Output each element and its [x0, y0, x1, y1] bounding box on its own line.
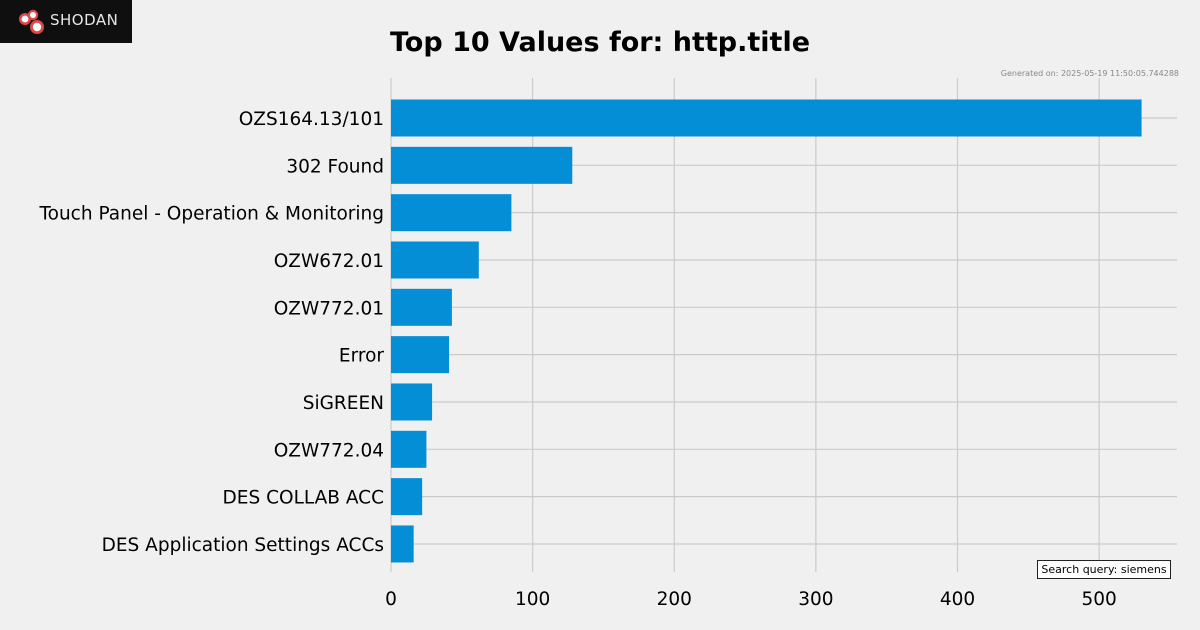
x-tick-label: 300 [798, 589, 833, 610]
bar [391, 194, 512, 232]
category-label: OZS164.13/101 [239, 109, 384, 130]
search-query-box: Search query: siemens [1037, 560, 1171, 579]
x-tick-labels: 0 100 200 300 400 500 [385, 589, 1117, 610]
category-label: SiGREEN [303, 393, 384, 414]
shodan-logo-icon [19, 9, 44, 34]
x-tick-label: 400 [940, 589, 975, 610]
logo-wordmark: SHODAN [50, 11, 119, 29]
category-labels: OZS164.13/101 302 Found Touch Panel - Oper… [38, 109, 384, 556]
bar [391, 430, 427, 468]
bar [391, 383, 433, 421]
category-label: Touch Panel - Operation & Monitoring [38, 204, 384, 225]
bar [391, 525, 414, 563]
bar [391, 288, 452, 326]
bar [391, 241, 479, 279]
bars [391, 99, 1142, 563]
x-tick-label: 200 [657, 589, 692, 610]
x-tick-label: 0 [385, 589, 397, 610]
category-label: 302 Found [286, 156, 384, 177]
x-tick-label: 100 [515, 589, 550, 610]
shodan-logo[interactable]: SHODAN [0, 0, 132, 43]
chart-title: Top 10 Values for: http.title [389, 27, 811, 58]
generated-timestamp: Generated on: 2025-05-19 11:50:05.744288 [1000, 69, 1179, 78]
category-label: DES COLLAB ACC [223, 488, 384, 509]
category-label: OZW772.04 [274, 440, 384, 461]
bar [391, 336, 450, 374]
category-label: DES Application Settings ACCs [102, 535, 384, 556]
bar [391, 478, 423, 516]
category-label: Error [339, 346, 384, 367]
x-tick-label: 500 [1081, 589, 1116, 610]
category-label: OZW772.01 [274, 298, 384, 319]
category-label: OZW672.01 [274, 251, 384, 272]
bar [391, 99, 1142, 137]
bar [391, 146, 573, 184]
